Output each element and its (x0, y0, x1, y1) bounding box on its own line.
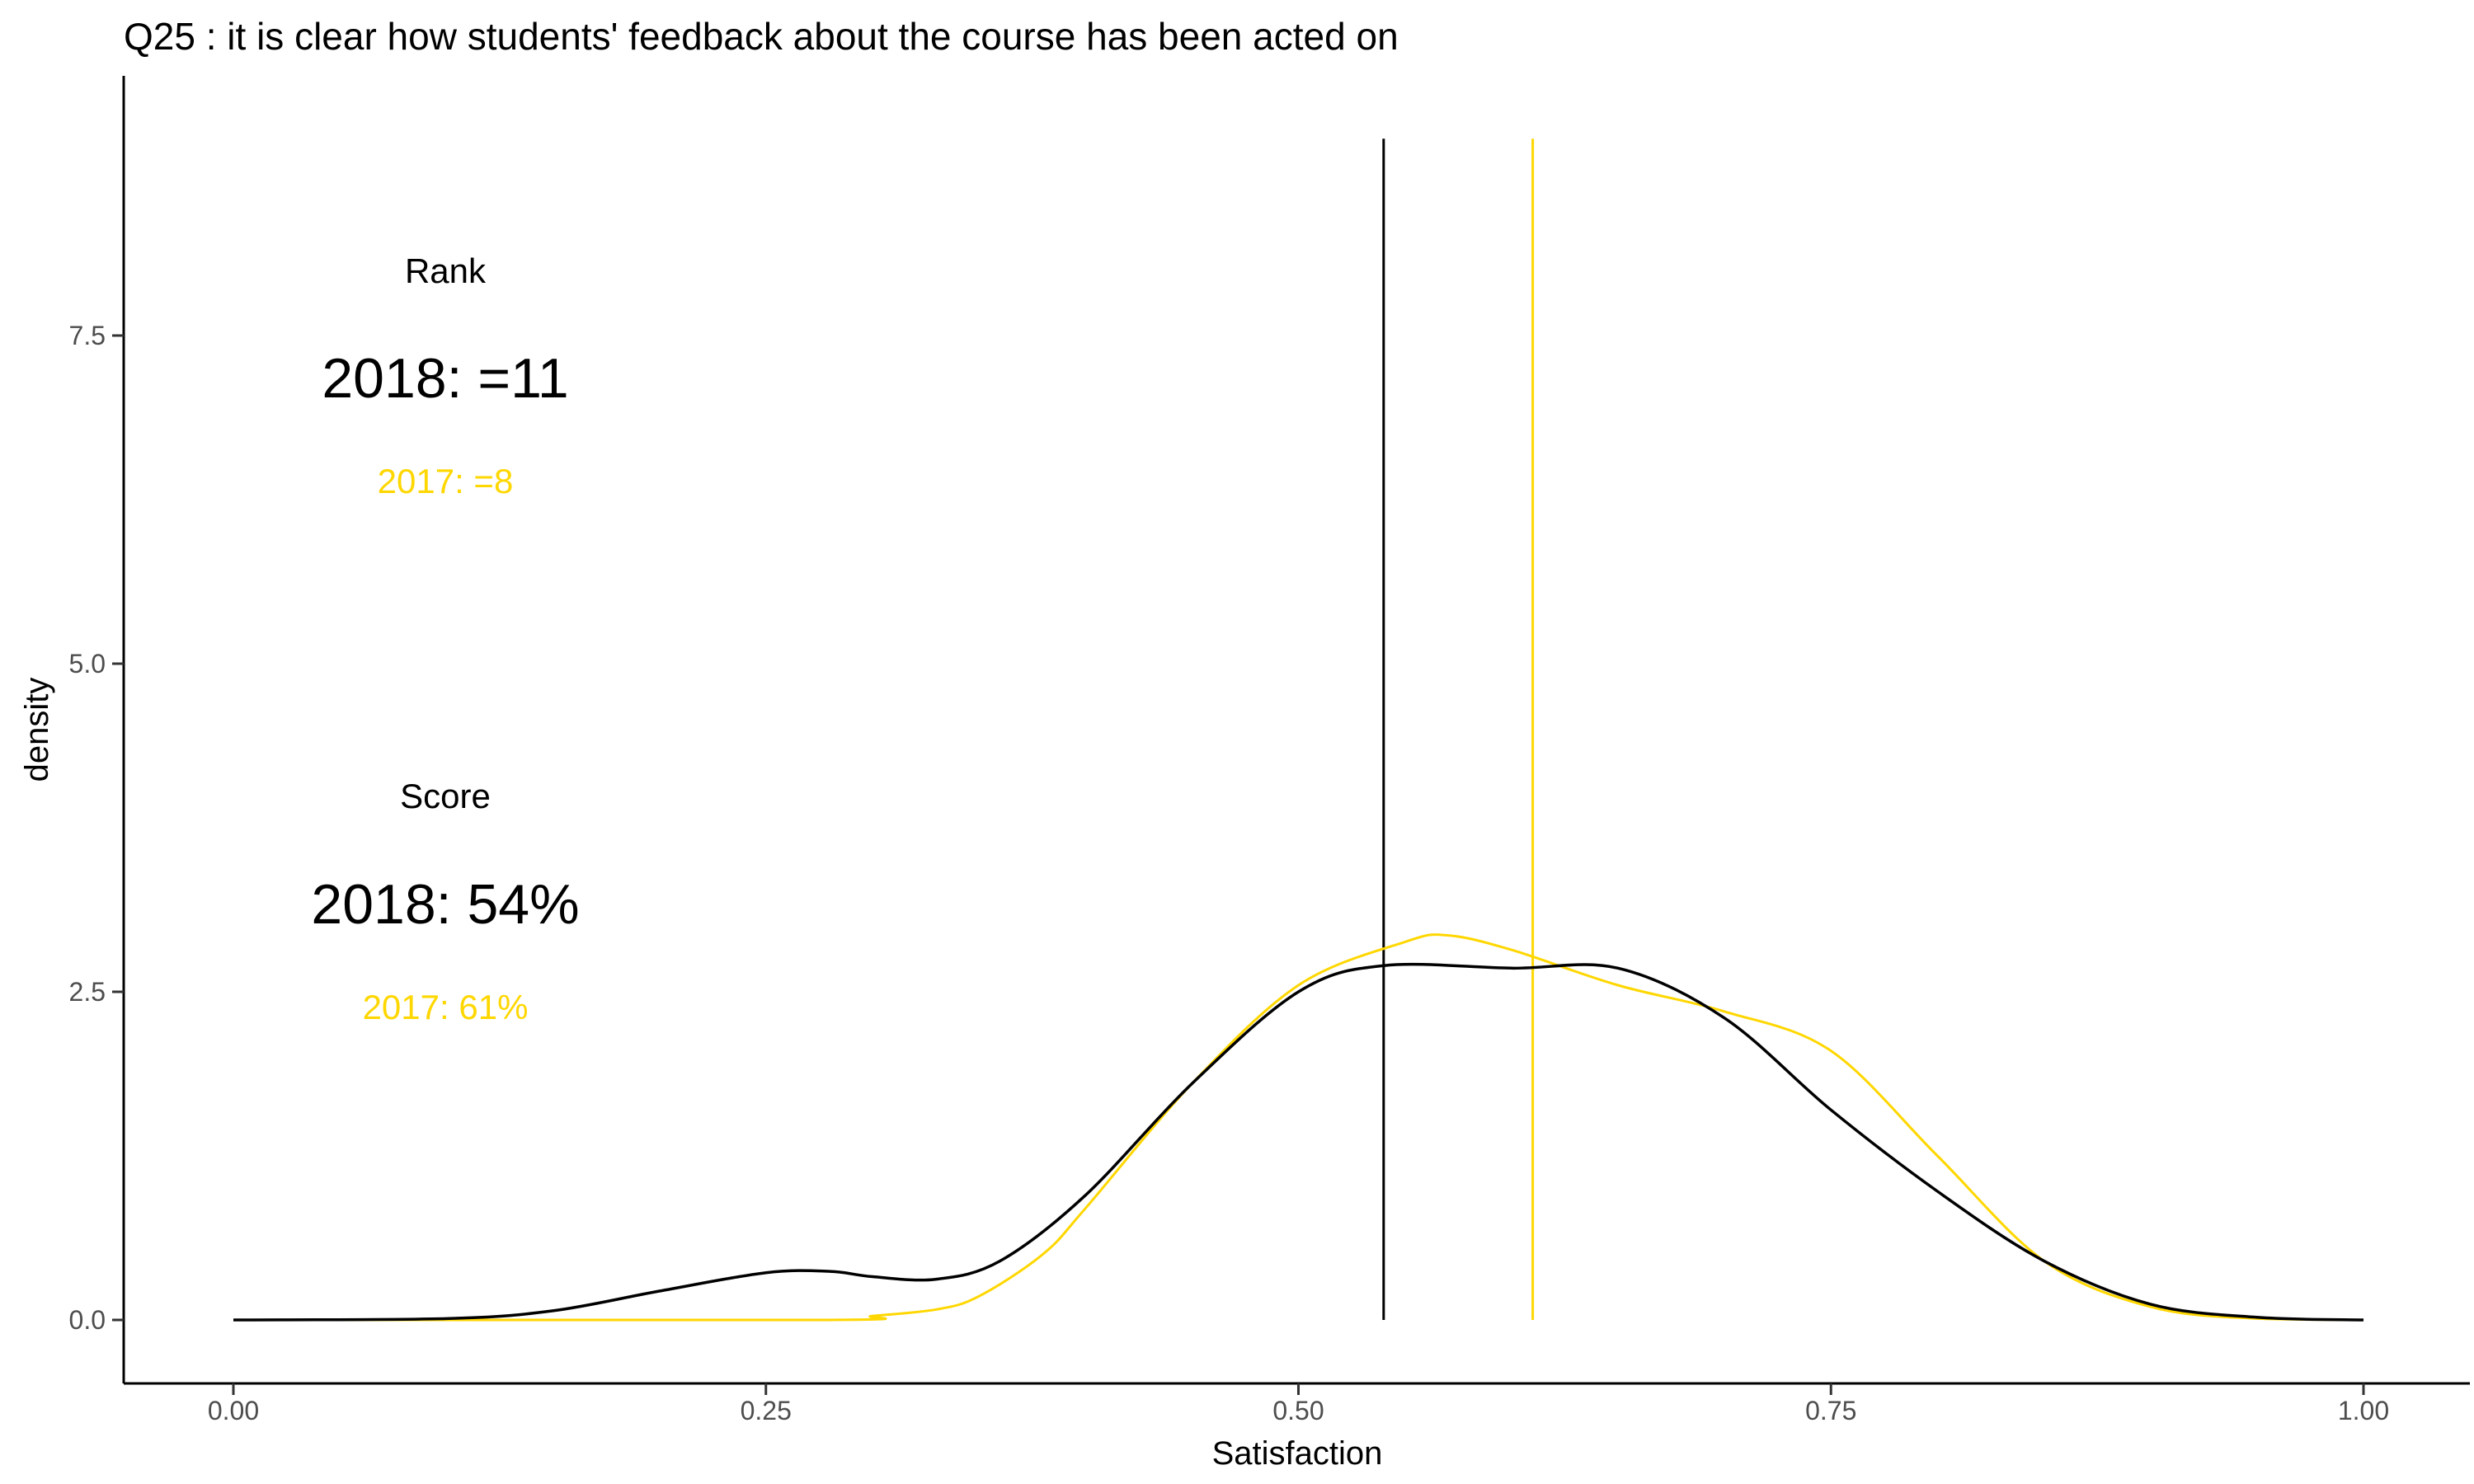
rank-2017-label: 2017: =8 (378, 462, 514, 500)
x-axis-title: Satisfaction (1212, 1435, 1383, 1472)
density-curves (233, 935, 2363, 1320)
x-axis-ticks: 0.00 0.25 0.50 0.75 1.00 (208, 1383, 2389, 1425)
density-curve-2018 (233, 965, 2363, 1320)
vertical-lines (1384, 139, 1533, 1320)
y-axis-title: density (19, 678, 55, 782)
chart-title: Q25 : it is clear how students' feedback… (124, 15, 1399, 58)
x-tick-label: 0.00 (208, 1396, 259, 1425)
rank-annotation: Rank 2018: =11 2017: =8 (322, 251, 568, 500)
score-label: Score (400, 777, 491, 815)
rank-label: Rank (405, 251, 487, 290)
rank-2018-label: 2018: =11 (322, 347, 568, 410)
score-2017-label: 2017: 61% (363, 988, 529, 1026)
score-annotation: Score 2018: 54% 2017: 61% (311, 777, 579, 1026)
y-tick-label: 0.0 (69, 1305, 106, 1335)
x-tick-label: 0.75 (1805, 1396, 1856, 1425)
x-tick-label: 0.25 (741, 1396, 792, 1425)
y-tick-label: 2.5 (69, 977, 106, 1007)
y-tick-label: 5.0 (69, 649, 106, 679)
y-axis-ticks: 0.0 2.5 5.0 7.5 (69, 321, 124, 1335)
x-tick-label: 0.50 (1272, 1396, 1324, 1425)
y-tick-label: 7.5 (69, 321, 106, 350)
score-2018-label: 2018: 54% (311, 873, 579, 936)
x-tick-label: 1.00 (2338, 1396, 2389, 1425)
